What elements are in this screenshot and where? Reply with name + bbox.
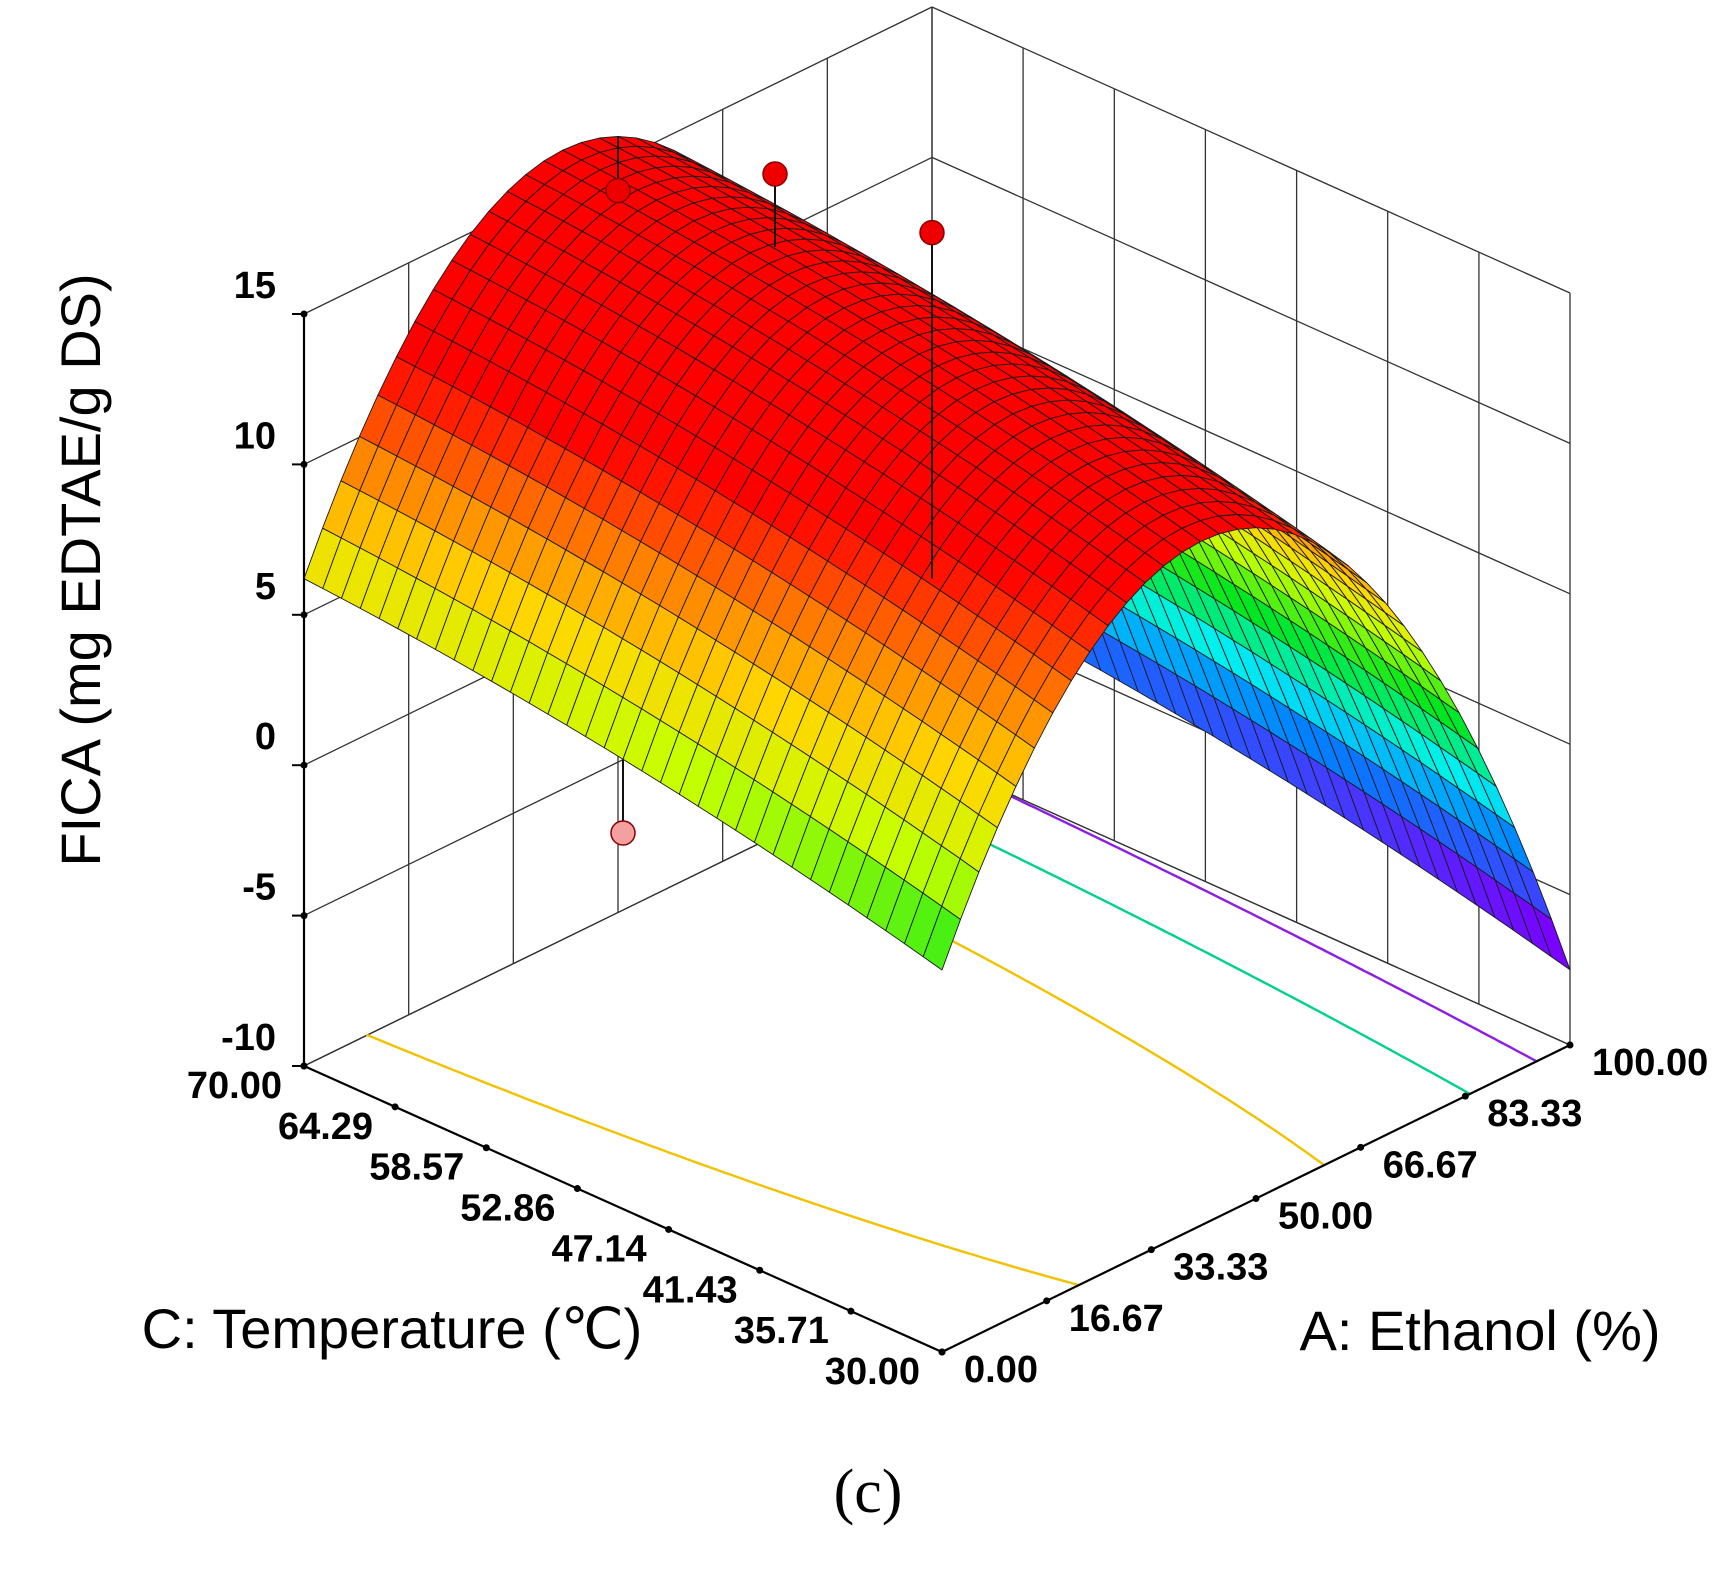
x-tick-label: 33.33 [1173,1247,1268,1289]
tick-labels: -10 -5 0 5 10 15 30.0035.7141.4347.1452.8658.5… [187,265,1708,1393]
y-tick-label: 70.00 [187,1065,282,1107]
design-points-behind [610,759,636,846]
x-axis-title: A: Ethanol (%) [1299,1299,1660,1362]
z-tick-dot [300,611,308,619]
x-tick-label: 16.67 [1069,1298,1164,1340]
z-tick-label: 10 [234,415,276,457]
design-point [605,177,631,204]
design-point [919,219,945,246]
y-axis-title: C: Temperature (℃) [142,1297,643,1360]
response-surface [303,135,1571,971]
y-tick-dot [391,1103,399,1111]
y-tick-label: 64.29 [278,1106,373,1148]
z-tick-label: 5 [255,566,276,608]
x-tick-dot [1357,1143,1365,1151]
z-tick-label: -10 [221,1017,276,1059]
design-point [610,820,636,846]
x-tick-label: 0.00 [964,1349,1038,1391]
x-tick-label: 66.67 [1383,1144,1478,1186]
z-axis-title: FICA (mg EDTAE/g DS) [49,273,112,866]
z-tick-label: 15 [234,265,276,307]
z-tick-dot [300,310,308,318]
x-tick-dot [938,1348,946,1356]
y-tick-dot [300,1062,308,1070]
x-tick-dot [1252,1195,1260,1202]
y-tick-dot [665,1225,673,1233]
z-tick-dot [300,912,308,920]
back-wall-gridline [931,307,1571,595]
z-tick-label: -5 [242,867,276,909]
design-points-front [605,136,945,579]
back-wall-gridline [931,156,1571,444]
y-tick-label: 47.14 [552,1228,647,1270]
y-axis-line [303,1064,943,1354]
surface-cell [922,905,961,971]
y-tick-label: 58.57 [369,1147,464,1189]
y-tick-label: 41.43 [643,1269,738,1311]
x-tick-dot [1461,1092,1469,1100]
x-tick-dot [1043,1297,1051,1305]
y-tick-dot [573,1185,581,1193]
y-tick-label: 52.86 [460,1188,555,1230]
x-tick-dot [1566,1041,1574,1049]
z-tick-dot [300,761,308,769]
y-tick-dot [756,1266,764,1274]
y-tick-dot [847,1307,855,1315]
x-tick-dot [1147,1246,1155,1254]
figure-caption: (c) [834,1458,903,1526]
back-wall-gridline [931,6,1571,294]
floor-contours [366,757,1538,1287]
x-tick-label: 83.33 [1487,1093,1582,1135]
axes [292,310,1574,1356]
x-tick-label: 50.00 [1278,1196,1373,1238]
z-tick-label: 0 [255,716,276,758]
z-tick-dot [300,460,308,468]
y-tick-label: 30.00 [825,1351,920,1393]
y-tick-label: 35.71 [734,1310,829,1352]
design-point [762,161,788,187]
x-tick-label: 100.00 [1592,1042,1708,1084]
y-tick-dot [482,1144,490,1152]
